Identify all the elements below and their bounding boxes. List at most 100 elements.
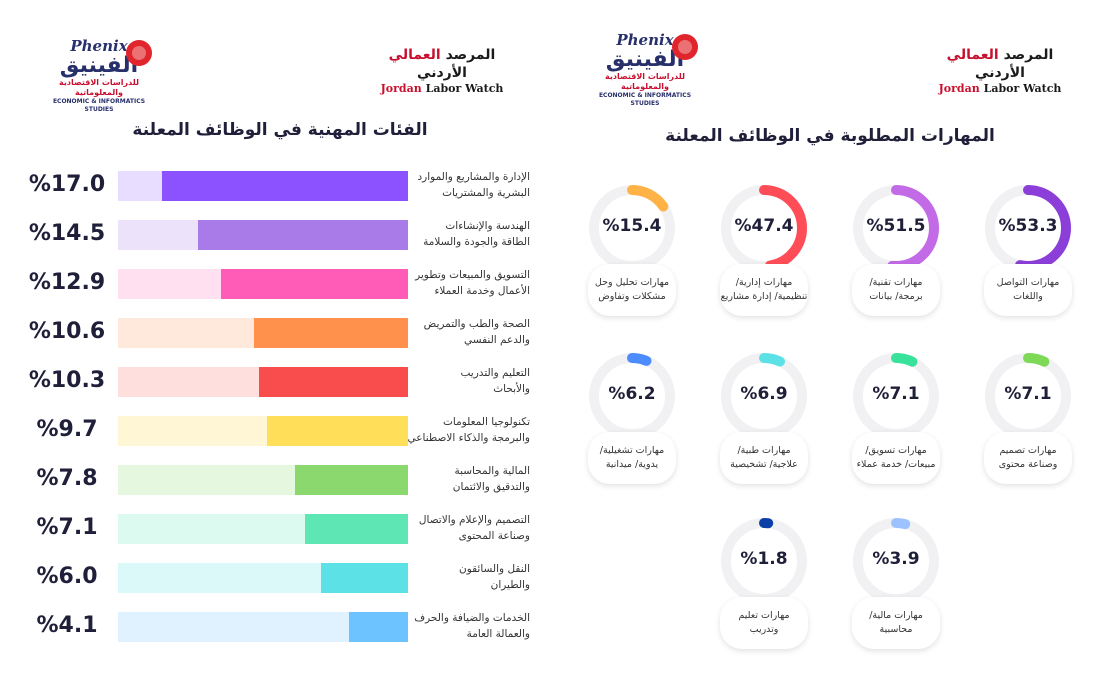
ring-category-label: مهارات تحليل وحل مشكلات وتفاوض xyxy=(588,264,676,316)
ring-category-label-line: مهارات تسويق/ xyxy=(865,445,927,456)
skills-chart-title: المهارات المطلوبة في الوظائف المعلنة xyxy=(665,126,995,146)
bar-track xyxy=(118,171,408,201)
ring-category-label-line: يدوية/ ميدانية xyxy=(605,459,659,470)
bar-track xyxy=(118,220,408,250)
ring-arc xyxy=(985,353,1071,439)
bar-category-label: الإدارة والمشاريع والموارد البشرية والمشت… xyxy=(370,169,531,201)
skill-ring-card: %7.1 مهارات تصميم وصناعة محتوى xyxy=(980,350,1076,486)
ring-arc xyxy=(589,353,675,439)
bar-track xyxy=(118,269,408,299)
bar-category-label-line: والطيران xyxy=(490,579,530,591)
phenix-logo-en: Phenix xyxy=(70,37,128,55)
bar-category-label-line: الخدمات والضيافة والحرف xyxy=(414,612,530,624)
ring-category-label-line: مبيعات/ خدمة عملاء xyxy=(856,459,936,470)
ring-value-label: %6.9 xyxy=(740,384,788,404)
bar-track xyxy=(118,514,408,544)
ring-category-label-line: تنظيمية/ إدارة مشاريع xyxy=(720,291,808,302)
ring-category-label-line: مهارات تصميم xyxy=(999,445,1057,456)
jlw-logo-ar: المرصد العمالي الأردني xyxy=(388,47,496,81)
ring-category-label-line: مهارات التواصل xyxy=(996,277,1060,288)
bar-category-label-line: النقل والسائقون xyxy=(458,563,530,575)
bar-category-label: الخدمات والضيافة والحرف والعمالة العامة xyxy=(370,610,530,642)
bar-track xyxy=(118,367,408,397)
skill-ring-card: %53.3 مهارات التواصل واللغات xyxy=(980,182,1076,318)
ring-category-label: مهارات تعليم وتدريب xyxy=(720,597,808,649)
phenix-logo-sub-ar: للدراسات الاقتصادية والمعلوماتية xyxy=(59,78,139,97)
bar-track xyxy=(118,416,408,446)
bar xyxy=(305,514,408,544)
bar-category-label-line: والتدقيق والائتمان xyxy=(452,481,530,493)
bar-category-label: الهندسة والإنشاءات الطاقة والجودة والسلام… xyxy=(370,218,530,250)
phoenix-bird-icon xyxy=(126,40,152,66)
bar-value-label: %17.0 xyxy=(28,172,106,197)
phoenix-bird-icon xyxy=(672,34,698,60)
ring-value-label: %6.2 xyxy=(608,384,656,404)
bar-category-label: الصحة والطب والتمريض والدعم النفسي xyxy=(370,316,530,348)
bar-category-label: التسويق والمبيعات وتطوير الأعمال وخدمة ال… xyxy=(370,267,530,299)
skill-ring-card: %1.8 مهارات تعليم وتدريب xyxy=(716,515,812,651)
bar-track xyxy=(118,318,408,348)
jlw-logo-ar: المرصد العمالي الأردني xyxy=(946,47,1054,81)
bar-value-label: %7.8 xyxy=(36,466,98,491)
bar-value-label: %10.6 xyxy=(28,319,106,344)
phenix-logo-sub-en: ECONOMIC & INFORMATICS STUDIES xyxy=(598,92,692,107)
ring-value-label: %47.4 xyxy=(734,216,794,236)
ring-arc xyxy=(589,185,675,271)
bar-track xyxy=(118,465,408,495)
bar-category-label-line: والدعم النفسي xyxy=(463,334,530,346)
bar-category-label-line: الإدارة والمشاريع والموارد xyxy=(417,171,531,183)
bar xyxy=(161,171,408,201)
bar-category-label-line: والبرمجة والذكاء الاصطناعي xyxy=(407,432,530,444)
phenix-logo-sub-en: ECONOMIC & INFORMATICS STUDIES xyxy=(52,98,146,113)
skill-ring-card: %3.9 مهارات مالية/محاسبية xyxy=(848,515,944,651)
bar xyxy=(197,220,408,250)
bar xyxy=(258,367,408,397)
ring-category-label-line: وتدريب xyxy=(749,624,779,635)
ring-arc xyxy=(721,353,807,439)
bar-category-label-line: الصحة والطب والتمريض xyxy=(423,318,530,330)
bar xyxy=(220,269,408,299)
ring-category-label: مهارات تسويق/مبيعات/ خدمة عملاء xyxy=(852,432,940,484)
ring-value-label: %7.1 xyxy=(1004,384,1052,404)
ring-arc xyxy=(853,518,939,604)
ring-category-label-line: علاجية/ تشخيصية xyxy=(730,459,798,470)
ring-category-label: مهارات تصميم وصناعة محتوى xyxy=(984,432,1072,484)
ring-value-label: %15.4 xyxy=(602,216,662,236)
bar-category-label: تكنولوجيا المعلومات والبرمجة والذكاء الاص… xyxy=(370,414,530,446)
phenix-logo-ar: الفينيق xyxy=(605,47,685,72)
skill-ring-card: %6.9 مهارات طبية/علاجية/ تشخيصية xyxy=(716,350,812,486)
ring-category-label-line: وصناعة محتوى xyxy=(998,459,1058,470)
ring-category-label-line: مهارات إدارية/ xyxy=(735,277,793,288)
ring-value-label: %51.5 xyxy=(866,216,926,236)
bar-category-label-line: والأبحاث xyxy=(493,383,530,395)
bar-category-label: التعليم والتدريب والأبحاث xyxy=(370,365,531,397)
bar-track xyxy=(118,563,408,593)
skill-ring-card: %6.2 مهارات تشغيلية/يدوية/ ميدانية xyxy=(584,350,680,486)
jlw-logo: المرصد العمالي الأردني Jordan Labor Watc… xyxy=(372,46,512,96)
ring-category-label-line: مهارات تشغيلية/ xyxy=(599,445,665,456)
ring-category-label: مهارات تقنية/برمجة/ بيانات xyxy=(852,264,940,316)
bar-category-label: المالية والمحاسبة والتدقيق والائتمان xyxy=(370,463,530,495)
bar-category-label: النقل والسائقون والطيران xyxy=(370,561,530,593)
ring-arc xyxy=(721,185,807,271)
bar-category-label-line: التعليم والتدريب xyxy=(460,367,531,379)
skill-ring-card: %51.5 مهارات تقنية/برمجة/ بيانات xyxy=(848,182,944,318)
jlw-logo-en: Jordan Labor Watch xyxy=(938,82,1062,95)
ring-category-label-line: مشكلات وتفاوض xyxy=(598,291,666,302)
bar-category-label-line: والعمالة العامة xyxy=(466,628,530,640)
ring-category-label-line: مهارات تعليم xyxy=(738,610,790,621)
ring-category-label-line: واللغات xyxy=(1013,291,1043,302)
ring-arc xyxy=(721,518,807,604)
ring-value-label: %1.8 xyxy=(740,549,788,569)
skill-ring-card: %15.4 مهارات تحليل وحل مشكلات وتفاوض xyxy=(584,182,680,318)
bar-category-label-line: وصناعة المحتوى xyxy=(458,530,530,542)
bar xyxy=(254,318,408,348)
bar-value-label: %4.1 xyxy=(36,613,98,638)
skill-ring-card: %47.4 مهارات إدارية/تنظيمية/ إدارة مشاريع xyxy=(716,182,812,318)
ring-category-label: مهارات طبية/علاجية/ تشخيصية xyxy=(720,432,808,484)
jlw-logo-en: Jordan Labor Watch xyxy=(380,82,504,95)
phenix-logo-en: Phenix xyxy=(616,31,674,49)
phenix-logo: Phenix الفينيق للدراسات الاقتصادية والمع… xyxy=(44,38,154,114)
occupations-chart-title: الفئات المهنية في الوظائف المعلنة xyxy=(132,120,428,140)
bar-category-label-line: الطاقة والجودة والسلامة xyxy=(423,236,530,248)
